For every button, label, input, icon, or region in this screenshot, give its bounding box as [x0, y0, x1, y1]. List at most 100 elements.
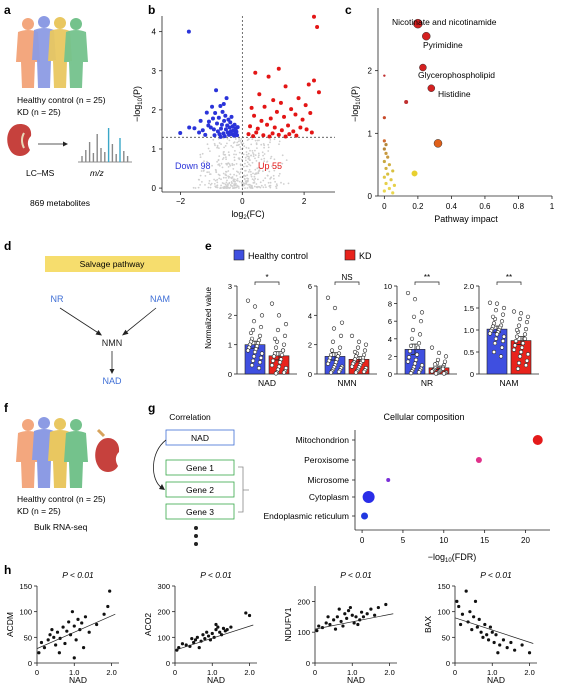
- data-point: [195, 635, 199, 639]
- x-tick-label-h: 1.0: [207, 668, 217, 677]
- significance-bracket: [414, 281, 440, 285]
- significant-point: [198, 118, 203, 123]
- nonsignificant-point: [264, 177, 267, 180]
- xlabel-c: Pathway impact: [434, 214, 498, 224]
- lcms-label: LC–MS: [26, 168, 55, 178]
- x-tick-label-c: 0.4: [446, 202, 458, 211]
- kidney-icon: [7, 124, 32, 156]
- data-point: [509, 640, 513, 645]
- nonsignificant-point: [199, 156, 202, 159]
- nonsignificant-point: [233, 156, 236, 159]
- individual-point: [417, 332, 423, 337]
- data-point: [328, 622, 332, 627]
- nonsignificant-point: [243, 182, 246, 185]
- significant-point: [291, 129, 296, 134]
- nonsignificant-point: [234, 138, 237, 140]
- individual-point: [245, 348, 251, 353]
- nonsignificant-point: [234, 183, 237, 186]
- nonsignificant-point: [271, 165, 273, 168]
- data-point: [339, 619, 343, 624]
- nonsignificant-point: [215, 186, 218, 189]
- individual-point: [411, 314, 417, 319]
- significance-bracket: [496, 281, 522, 285]
- nonsignificant-point: [278, 172, 281, 175]
- x-tick-label-b: −2: [176, 197, 186, 206]
- individual-point: [330, 339, 336, 344]
- nonsignificant-point: [269, 141, 271, 144]
- xlabel-h: NAD: [487, 675, 505, 685]
- x-category-label: NAD: [258, 378, 276, 388]
- nonsignificant-point: [222, 137, 225, 140]
- ylabel-c: −log10(P): [350, 86, 362, 122]
- individual-point: [279, 352, 285, 358]
- nonsignificant-point: [231, 164, 234, 167]
- x-category-label: NR: [421, 378, 433, 388]
- nonsignificant-point: [227, 166, 230, 168]
- individual-point: [282, 333, 288, 338]
- individual-point: [493, 308, 499, 313]
- panel-letter-c: c: [345, 3, 352, 17]
- x-tick-label-h: 1.0: [487, 668, 497, 677]
- individual-point: [518, 349, 524, 355]
- nonsignificant-point: [222, 187, 225, 189]
- nonsignificant-point: [221, 158, 224, 161]
- gene2-label: Gene 2: [186, 485, 214, 495]
- individual-point: [491, 349, 497, 355]
- individual-point: [338, 333, 344, 338]
- gene-ylabel: ACDM: [5, 612, 15, 637]
- nonsignificant-point: [229, 186, 232, 189]
- significant-point: [276, 132, 281, 137]
- nonsignificant-point: [232, 187, 234, 189]
- composition-point: [361, 512, 369, 520]
- nonsignificant-point: [244, 156, 247, 159]
- x-tick-label-g: 5: [401, 536, 406, 545]
- nonsignificant-point: [262, 170, 264, 173]
- x-tick-label-h: 1.0: [69, 668, 79, 677]
- person-green-icon: [64, 419, 88, 488]
- individual-point: [413, 357, 419, 363]
- kidney-icon: [95, 428, 120, 472]
- nonsignificant-point: [224, 186, 227, 189]
- nonsignificant-point: [261, 151, 264, 154]
- y-tick-label-h: 300: [157, 582, 170, 591]
- data-point: [475, 625, 479, 629]
- ylabel-rest: (P): [132, 86, 142, 98]
- nonsignificant-point: [220, 162, 223, 165]
- y-tick-label-h: 100: [297, 628, 310, 637]
- y-tick-label-e: 6: [388, 317, 392, 326]
- p-value-label: P < 0.01: [340, 570, 372, 580]
- nonsignificant-point: [226, 142, 228, 145]
- arrow-head-nmn-nad: [109, 369, 115, 374]
- nonsignificant-point: [247, 152, 250, 155]
- cohort-control-a: Healthy control (n = 25): [17, 95, 106, 105]
- nonsignificant-point: [235, 153, 238, 156]
- nonsignificant-point: [239, 176, 242, 179]
- nonsignificant-point: [240, 138, 243, 140]
- y-tick-label-e: 2: [388, 352, 392, 361]
- nonsignificant-point: [260, 184, 263, 187]
- significant-point: [206, 123, 211, 128]
- data-point: [197, 646, 201, 650]
- data-point: [346, 609, 351, 613]
- nonsignificant-point: [228, 182, 231, 185]
- nonsignificant-point: [236, 170, 238, 173]
- individual-point: [415, 345, 421, 350]
- individual-point: [277, 360, 283, 365]
- individual-point: [256, 366, 262, 371]
- x-tick-label-c: 0.6: [479, 202, 491, 211]
- nonsignificant-point: [275, 187, 278, 190]
- significant-point: [311, 78, 316, 83]
- nonsignificant-point: [243, 178, 246, 181]
- y-tick-label-e: 3: [228, 282, 232, 291]
- significant-point: [178, 130, 183, 135]
- x-tick-label-h: 1.0: [347, 668, 357, 677]
- data-point: [210, 631, 214, 636]
- data-point: [247, 613, 252, 618]
- x-tick-label-c: 1: [550, 202, 555, 211]
- data-point: [369, 607, 373, 611]
- x-tick-label-c: 0: [382, 202, 387, 211]
- nonsignificant-point: [219, 187, 222, 190]
- nonsignificant-point: [225, 185, 228, 188]
- nonsignificant-point: [201, 152, 204, 155]
- data-point: [460, 612, 465, 616]
